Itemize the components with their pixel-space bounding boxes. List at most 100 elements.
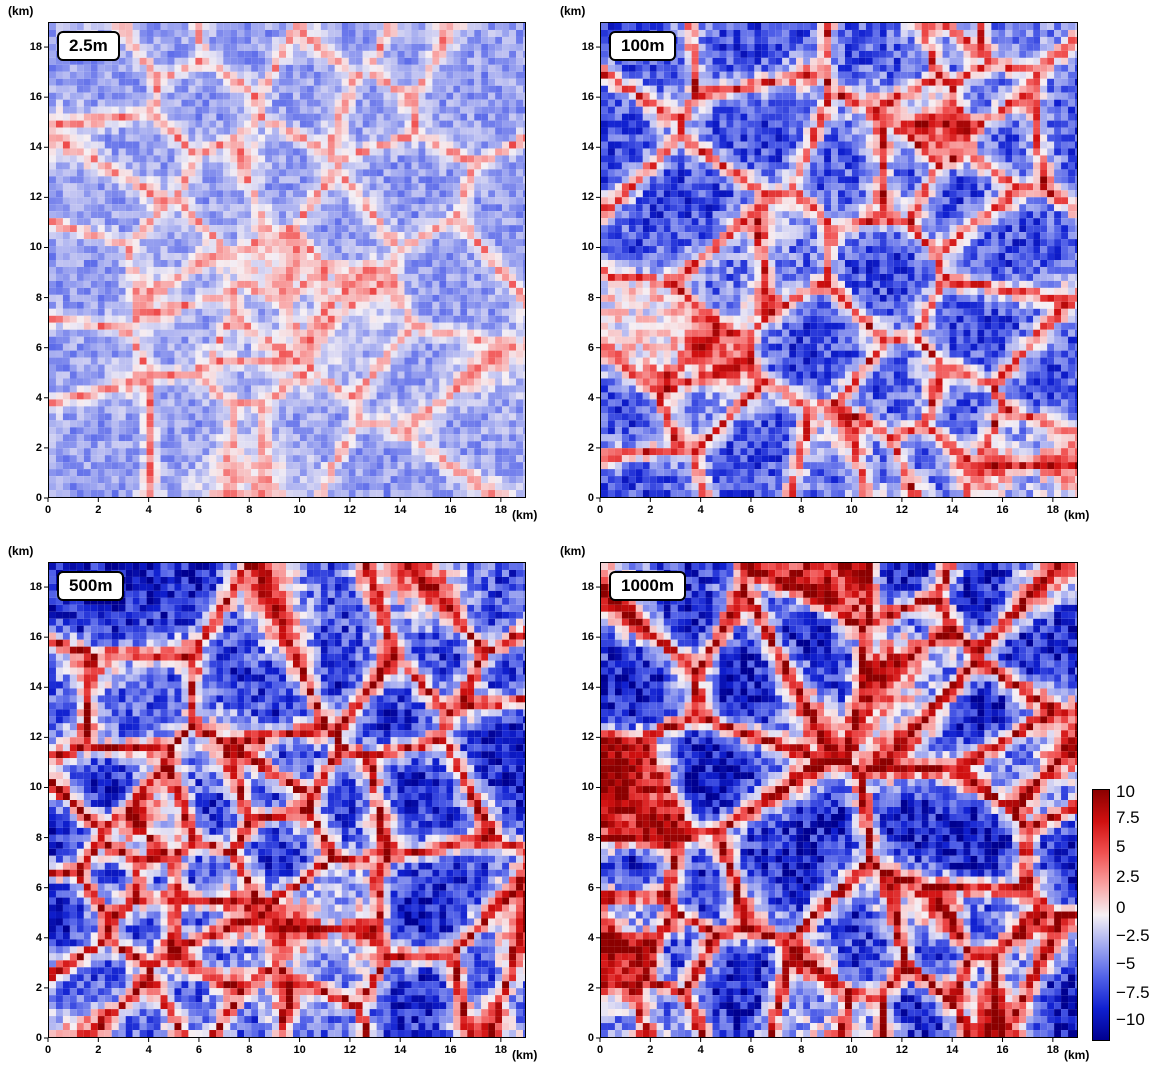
x-tick-label: 10 (288, 504, 312, 516)
y-tick-label: 6 (570, 882, 594, 894)
x-tick-label: 6 (187, 1044, 211, 1056)
y-tick-label: 12 (18, 731, 42, 743)
y-tick-label: 4 (18, 932, 42, 944)
y-tick-label: 12 (18, 191, 42, 203)
x-tick-label: 2 (638, 504, 662, 516)
x-tick-label: 4 (137, 504, 161, 516)
x-tick-label: 2 (86, 1044, 110, 1056)
y-tick-label: 16 (18, 91, 42, 103)
x-tick-label: 8 (237, 1044, 261, 1056)
x-tick-label: 16 (439, 1044, 463, 1056)
y-tick-label: 10 (570, 241, 594, 253)
x-tick-label: 0 (588, 504, 612, 516)
x-tick-label: 14 (388, 1044, 412, 1056)
y-tick-label: 6 (18, 882, 42, 894)
y-tick-label: 4 (570, 392, 594, 404)
y-tick-label: 2 (18, 982, 42, 994)
colorbar-label: 10 (1116, 783, 1135, 801)
x-tick-label: 10 (840, 1044, 864, 1056)
y-tick-label: 0 (570, 492, 594, 504)
field-plot: 1000m (600, 562, 1078, 1038)
colorbar-label: 0 (1116, 899, 1125, 917)
x-tick-label: 10 (840, 504, 864, 516)
x-tick-label: 2 (86, 504, 110, 516)
y-tick-label: 6 (18, 342, 42, 354)
y-tick-label: 8 (570, 832, 594, 844)
y-tick-label: 16 (18, 631, 42, 643)
height-label: 1000m (609, 571, 686, 601)
x-tick-label: 6 (739, 1044, 763, 1056)
colorbar-label: −7.5 (1116, 984, 1150, 1002)
y-tick-label: 12 (570, 731, 594, 743)
colorbar-label: 7.5 (1116, 809, 1140, 827)
y-unit-label: (km) (560, 544, 585, 558)
x-tick-label: 4 (689, 504, 713, 516)
x-tick-label: 16 (439, 504, 463, 516)
y-tick-label: 4 (18, 392, 42, 404)
x-unit-label: (km) (512, 1048, 537, 1062)
y-tick-label: 12 (570, 191, 594, 203)
y-tick-label: 10 (570, 781, 594, 793)
x-tick-label: 18 (1041, 1044, 1065, 1056)
y-tick-label: 0 (18, 1032, 42, 1044)
x-tick-label: 18 (1041, 504, 1065, 516)
y-tick-label: 0 (570, 1032, 594, 1044)
x-tick-label: 10 (288, 1044, 312, 1056)
x-tick-label: 0 (36, 1044, 60, 1056)
x-tick-label: 16 (991, 504, 1015, 516)
x-tick-label: 6 (739, 504, 763, 516)
field-map (49, 563, 525, 1037)
y-tick-label: 18 (18, 581, 42, 593)
x-tick-label: 2 (638, 1044, 662, 1056)
x-tick-label: 12 (338, 1044, 362, 1056)
field-plot: 500m (48, 562, 526, 1038)
x-tick-label: 4 (689, 1044, 713, 1056)
x-tick-label: 0 (36, 504, 60, 516)
y-unit-label: (km) (560, 4, 585, 18)
colorbar-label: −5 (1116, 955, 1135, 973)
x-tick-label: 12 (890, 1044, 914, 1056)
x-tick-label: 14 (940, 1044, 964, 1056)
x-tick-label: 8 (789, 504, 813, 516)
y-tick-label: 2 (570, 442, 594, 454)
y-tick-label: 18 (570, 41, 594, 53)
y-unit-label: (km) (8, 544, 33, 558)
y-unit-label: (km) (8, 4, 33, 18)
colorbar: 10 7.5 5 2.5 0 −2.5 −5 −7.5 −10 (1088, 785, 1164, 1050)
y-tick-label: 16 (570, 631, 594, 643)
x-tick-label: 16 (991, 1044, 1015, 1056)
x-tick-label: 14 (388, 504, 412, 516)
x-tick-label: 8 (237, 504, 261, 516)
y-tick-label: 14 (570, 141, 594, 153)
colorbar-label: 2.5 (1116, 868, 1140, 886)
y-tick-label: 0 (18, 492, 42, 504)
field-map (601, 563, 1077, 1037)
colorbar-label: −10 (1116, 1011, 1145, 1029)
y-tick-label: 4 (570, 932, 594, 944)
y-tick-label: 14 (570, 681, 594, 693)
x-tick-label: 12 (890, 504, 914, 516)
height-label: 100m (609, 31, 676, 61)
field-map (49, 23, 525, 497)
colorbar-label: 5 (1116, 838, 1125, 856)
x-tick-label: 12 (338, 504, 362, 516)
height-label: 2.5m (57, 31, 120, 61)
x-tick-label: 4 (137, 1044, 161, 1056)
x-tick-label: 8 (789, 1044, 813, 1056)
y-tick-label: 18 (18, 41, 42, 53)
y-tick-label: 18 (570, 581, 594, 593)
x-tick-label: 14 (940, 504, 964, 516)
x-tick-label: 18 (489, 504, 513, 516)
y-tick-label: 10 (18, 781, 42, 793)
x-unit-label: (km) (512, 508, 537, 522)
colorbar-label: −2.5 (1116, 927, 1150, 945)
colorbar-gradient (1092, 789, 1110, 1041)
y-tick-label: 8 (18, 832, 42, 844)
field-plot: 2.5m (48, 22, 526, 498)
y-tick-label: 14 (18, 141, 42, 153)
y-tick-label: 16 (570, 91, 594, 103)
